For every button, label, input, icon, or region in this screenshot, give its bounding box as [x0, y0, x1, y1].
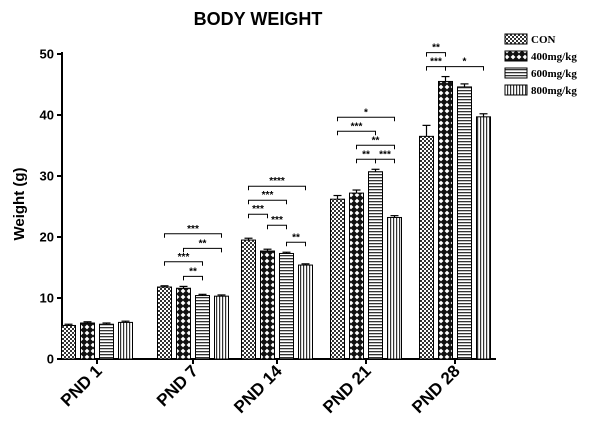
y-axis-ticks: 0 10 20 30 40 50: [40, 47, 62, 367]
significance-bracket: [267, 224, 287, 230]
significance-label: ***: [262, 190, 274, 201]
bar: [387, 216, 402, 360]
bar: [99, 323, 114, 360]
legend-label: 800mg/kg: [531, 85, 577, 97]
significance-label: ***: [430, 57, 442, 68]
significance-label: ***: [178, 252, 190, 263]
significance-label: ****: [269, 176, 285, 187]
significance-label: ***: [252, 204, 264, 215]
significance-label: ***: [379, 149, 391, 160]
bar: [419, 135, 434, 360]
bar: [298, 264, 313, 360]
bar: [476, 116, 491, 360]
bar: [330, 198, 345, 360]
significance-label: ***: [187, 224, 199, 235]
bar: [195, 295, 210, 360]
bar: [80, 322, 95, 360]
significance-bracket: [337, 130, 376, 136]
bar: [176, 287, 191, 360]
significance-label: **: [199, 238, 207, 249]
significance-bracket: [286, 241, 306, 247]
legend-swatch: [504, 33, 528, 45]
bar: [368, 171, 383, 360]
legend: CON 400mg/kg 600mg/kg 800mg/kg: [504, 33, 577, 97]
bar: [214, 295, 229, 360]
y-tick-label: 10: [40, 291, 54, 306]
x-tick-label: PND 1: [57, 361, 106, 410]
significance-label: ***: [351, 121, 363, 132]
legend-swatch: [504, 84, 528, 96]
bar: [279, 252, 294, 360]
bars: [61, 80, 491, 360]
bar: [438, 80, 453, 360]
significance-bracket: [356, 144, 395, 150]
significance-bracket: [164, 261, 203, 266]
bar: [241, 239, 256, 360]
significance-bracket: [426, 52, 446, 57]
significance-label: **: [372, 135, 380, 146]
x-tick-label: PND 21: [319, 361, 375, 417]
significance-label: **: [362, 149, 370, 160]
y-tick-label: 30: [40, 169, 54, 184]
significance-label: **: [432, 43, 440, 54]
significance-bracket: [375, 158, 395, 164]
chart-title: BODY WEIGHT: [194, 9, 323, 29]
significance-bracket: [445, 66, 484, 71]
significance-label: ***: [271, 215, 283, 226]
significance-label: *: [364, 107, 368, 118]
bar: [457, 86, 472, 360]
significance-bracket: [337, 116, 395, 122]
y-tick-label: 0: [47, 352, 54, 367]
significance-bracket: [248, 185, 306, 191]
legend-label: 400mg/kg: [531, 51, 577, 63]
significance-label: **: [189, 266, 197, 277]
significance-bracket: [183, 247, 222, 253]
y-axis-label: Weight (g): [11, 167, 28, 240]
x-tick-label: PND 14: [230, 361, 286, 417]
bar: [349, 192, 364, 360]
significance-bracket: [248, 213, 268, 219]
legend-label: CON: [531, 34, 556, 46]
x-tick-label: PND 28: [408, 361, 464, 417]
significance-label: *: [463, 57, 467, 68]
x-axis-labels: PND 1 PND 7 PND 14 PND 21 PND 28: [57, 359, 464, 417]
legend-swatch: [504, 67, 528, 79]
significance-brackets: ********************************* *******…: [164, 43, 484, 281]
legend-label: 600mg/kg: [531, 68, 577, 80]
significance-bracket: [164, 233, 222, 238]
error-bars: [64, 75, 488, 326]
bar: [118, 321, 133, 360]
bar: [61, 324, 76, 360]
significance-label: **: [292, 232, 300, 243]
bar: [260, 250, 275, 360]
significance-bracket: [183, 275, 203, 281]
bar: [157, 286, 172, 360]
y-tick-label: 40: [40, 108, 54, 123]
significance-bracket: [248, 199, 287, 205]
legend-swatch: [504, 50, 528, 62]
y-tick-label: 50: [40, 47, 54, 62]
x-tick-label: PND 7: [153, 361, 202, 410]
y-tick-label: 20: [40, 230, 54, 245]
